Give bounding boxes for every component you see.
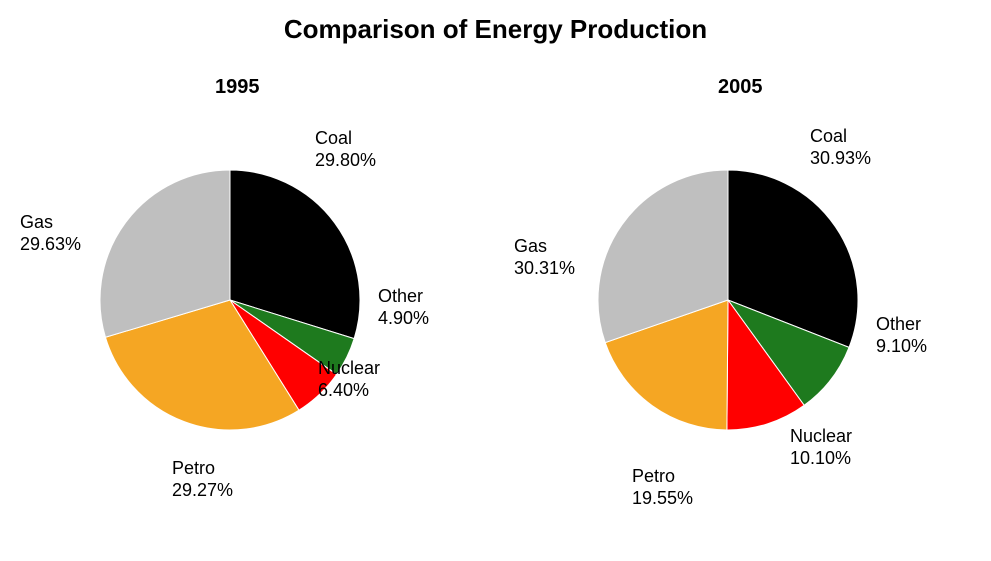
label-line: 30.93%	[810, 148, 871, 170]
label-line: 29.80%	[315, 150, 376, 172]
label-line: 29.27%	[172, 480, 233, 502]
label-pie1995-coal: Coal29.80%	[315, 128, 376, 171]
label-line: Other	[378, 286, 429, 308]
label-line: Gas	[20, 212, 81, 234]
label-line: Coal	[315, 128, 376, 150]
label-pie2005-nuclear: Nuclear10.10%	[790, 426, 852, 469]
label-pie1995-other: Other4.90%	[378, 286, 429, 329]
label-line: Nuclear	[790, 426, 852, 448]
label-line: 19.55%	[632, 488, 693, 510]
label-line: 10.10%	[790, 448, 852, 470]
label-line: Petro	[172, 458, 233, 480]
label-line: Nuclear	[318, 358, 380, 380]
label-line: Gas	[514, 236, 575, 258]
label-line: 4.90%	[378, 308, 429, 330]
pies-svg	[0, 0, 991, 561]
chart-page: Comparison of Energy Production 1995 200…	[0, 0, 991, 561]
label-line: 30.31%	[514, 258, 575, 280]
label-line: 29.63%	[20, 234, 81, 256]
label-line: 6.40%	[318, 380, 380, 402]
label-line: Other	[876, 314, 927, 336]
label-pie1995-petro: Petro29.27%	[172, 458, 233, 501]
label-pie1995-gas: Gas29.63%	[20, 212, 81, 255]
label-pie2005-gas: Gas30.31%	[514, 236, 575, 279]
label-line: Coal	[810, 126, 871, 148]
label-pie2005-coal: Coal30.93%	[810, 126, 871, 169]
label-line: 9.10%	[876, 336, 927, 358]
label-pie1995-nuclear: Nuclear6.40%	[318, 358, 380, 401]
label-pie2005-petro: Petro19.55%	[632, 466, 693, 509]
label-pie2005-other: Other9.10%	[876, 314, 927, 357]
label-line: Petro	[632, 466, 693, 488]
